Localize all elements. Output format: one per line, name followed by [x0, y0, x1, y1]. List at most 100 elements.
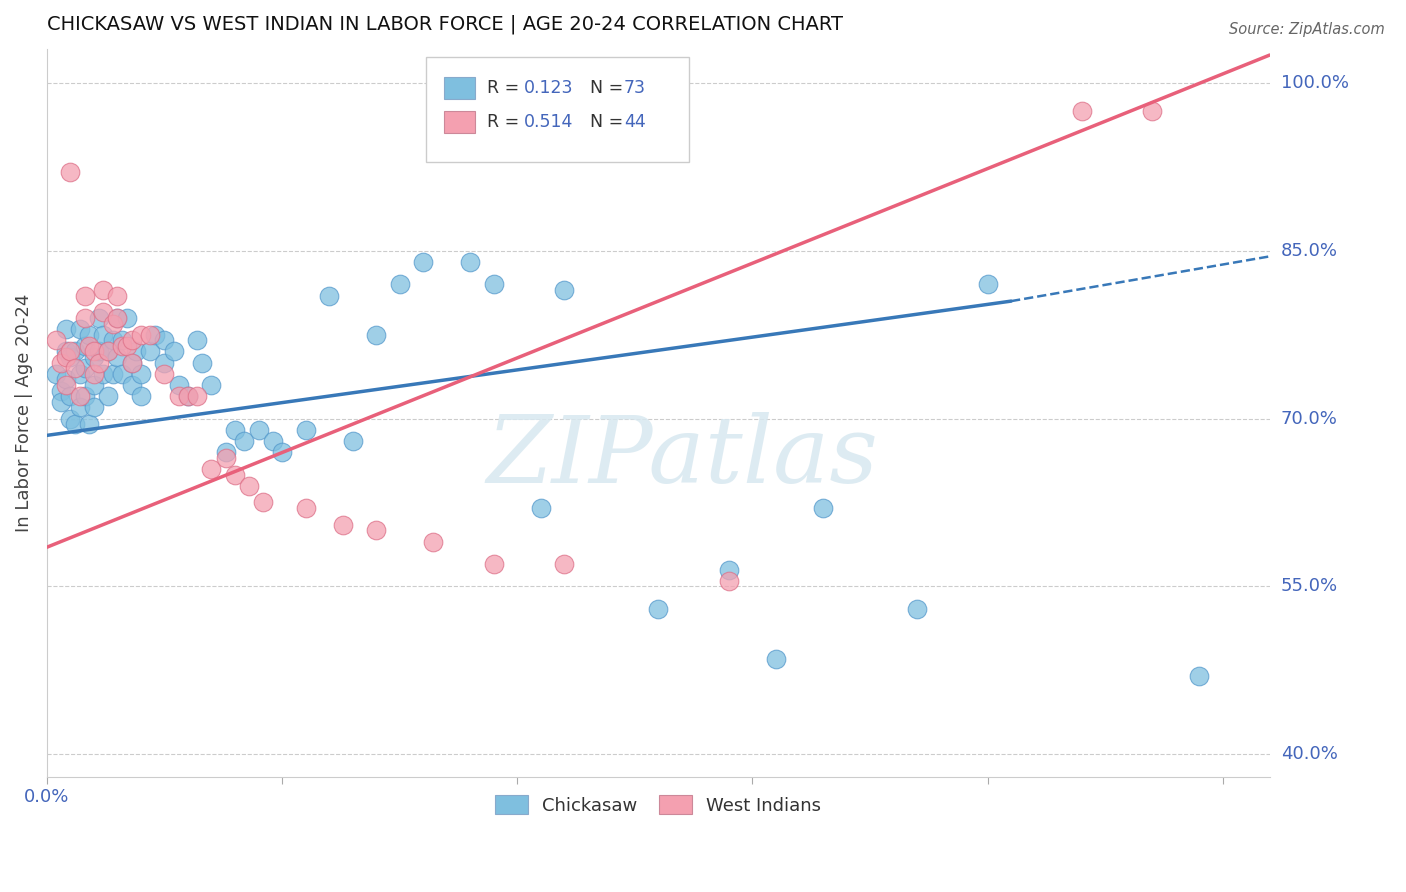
Point — [91, 305, 114, 319]
Point — [214, 445, 236, 459]
Point — [97, 389, 120, 403]
Text: 100.0%: 100.0% — [1281, 74, 1348, 92]
Point — [177, 389, 200, 403]
Point — [214, 450, 236, 465]
Point — [482, 277, 505, 292]
Point — [83, 344, 105, 359]
Point — [87, 344, 110, 359]
Point — [63, 344, 86, 359]
Point — [262, 434, 284, 448]
Point — [238, 479, 260, 493]
Point — [224, 467, 246, 482]
FancyBboxPatch shape — [426, 57, 689, 162]
Point — [647, 601, 669, 615]
Point — [976, 277, 998, 292]
Point — [59, 411, 82, 425]
Point — [366, 327, 388, 342]
Point — [69, 401, 91, 415]
FancyBboxPatch shape — [444, 77, 475, 99]
Point — [366, 524, 388, 538]
Text: 0.123: 0.123 — [524, 79, 574, 97]
Point — [59, 350, 82, 364]
Point — [59, 344, 82, 359]
Point — [77, 339, 100, 353]
Point — [55, 372, 77, 386]
Point — [69, 367, 91, 381]
Point — [91, 327, 114, 342]
Text: CHICKASAW VS WEST INDIAN IN LABOR FORCE | AGE 20-24 CORRELATION CHART: CHICKASAW VS WEST INDIAN IN LABOR FORCE … — [46, 15, 842, 35]
Point — [294, 423, 316, 437]
Point — [129, 389, 152, 403]
Point — [73, 288, 96, 302]
Point — [252, 495, 274, 509]
Point — [97, 344, 120, 359]
Point — [422, 534, 444, 549]
Point — [77, 327, 100, 342]
Point — [69, 389, 91, 403]
Point — [271, 445, 294, 459]
Point — [77, 417, 100, 432]
Point — [200, 378, 222, 392]
Text: 70.0%: 70.0% — [1281, 409, 1337, 427]
Point — [97, 344, 120, 359]
Point — [765, 652, 787, 666]
Point — [63, 417, 86, 432]
Point — [717, 563, 740, 577]
Point — [55, 344, 77, 359]
Text: ZIPatlas: ZIPatlas — [486, 411, 879, 501]
Point — [153, 356, 176, 370]
Point — [553, 557, 575, 571]
Point — [115, 339, 138, 353]
Point — [139, 344, 162, 359]
Point — [101, 367, 124, 381]
Point — [87, 356, 110, 370]
Point — [233, 434, 256, 448]
Point — [107, 310, 129, 325]
Point — [811, 501, 834, 516]
Point — [332, 517, 354, 532]
Point — [342, 434, 364, 448]
Point — [482, 557, 505, 571]
Point — [186, 333, 208, 347]
Text: Source: ZipAtlas.com: Source: ZipAtlas.com — [1229, 22, 1385, 37]
Point — [115, 310, 138, 325]
Point — [458, 255, 481, 269]
Point — [167, 378, 190, 392]
Point — [55, 350, 77, 364]
Text: 73: 73 — [624, 79, 647, 97]
Point — [83, 401, 105, 415]
Point — [59, 389, 82, 403]
Point — [129, 367, 152, 381]
Point — [63, 361, 86, 376]
Point — [153, 367, 176, 381]
Point — [143, 327, 166, 342]
Point — [186, 389, 208, 403]
Point — [247, 423, 270, 437]
Point — [91, 283, 114, 297]
Point — [121, 378, 143, 392]
Text: 85.0%: 85.0% — [1281, 242, 1339, 260]
Point — [73, 310, 96, 325]
Point — [91, 367, 114, 381]
Point — [107, 350, 129, 364]
Point — [318, 288, 340, 302]
Point — [69, 322, 91, 336]
Y-axis label: In Labor Force | Age 20-24: In Labor Force | Age 20-24 — [15, 293, 32, 533]
Text: R =: R = — [486, 79, 524, 97]
Point — [111, 333, 134, 347]
Point — [83, 378, 105, 392]
Point — [530, 501, 553, 516]
Point — [177, 389, 200, 403]
Point — [163, 344, 186, 359]
Point — [45, 333, 67, 347]
Point — [49, 384, 72, 398]
Point — [388, 277, 411, 292]
Point — [200, 462, 222, 476]
Legend: Chickasaw, West Indians: Chickasaw, West Indians — [488, 789, 828, 822]
Point — [107, 288, 129, 302]
FancyBboxPatch shape — [444, 112, 475, 133]
Point — [49, 356, 72, 370]
Point — [412, 255, 434, 269]
Point — [153, 333, 176, 347]
Text: 55.0%: 55.0% — [1281, 577, 1339, 595]
